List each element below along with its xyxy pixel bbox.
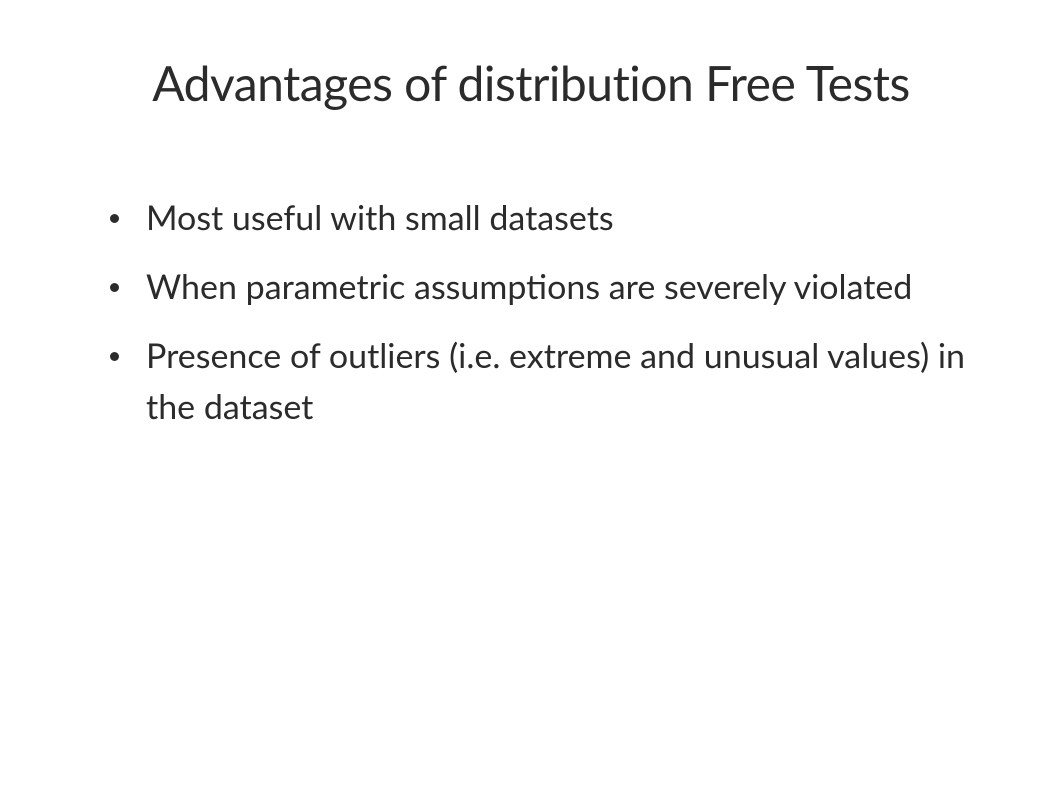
list-item: Most useful with small datasets xyxy=(110,192,992,243)
list-item: Presence of outliers (i.e. extreme and u… xyxy=(110,330,992,432)
slide-title: Advantages of distribution Free Tests xyxy=(70,55,992,112)
bullet-list: Most useful with small datasets When par… xyxy=(70,192,992,432)
list-item: When parametric assumptions are severely… xyxy=(110,261,992,312)
